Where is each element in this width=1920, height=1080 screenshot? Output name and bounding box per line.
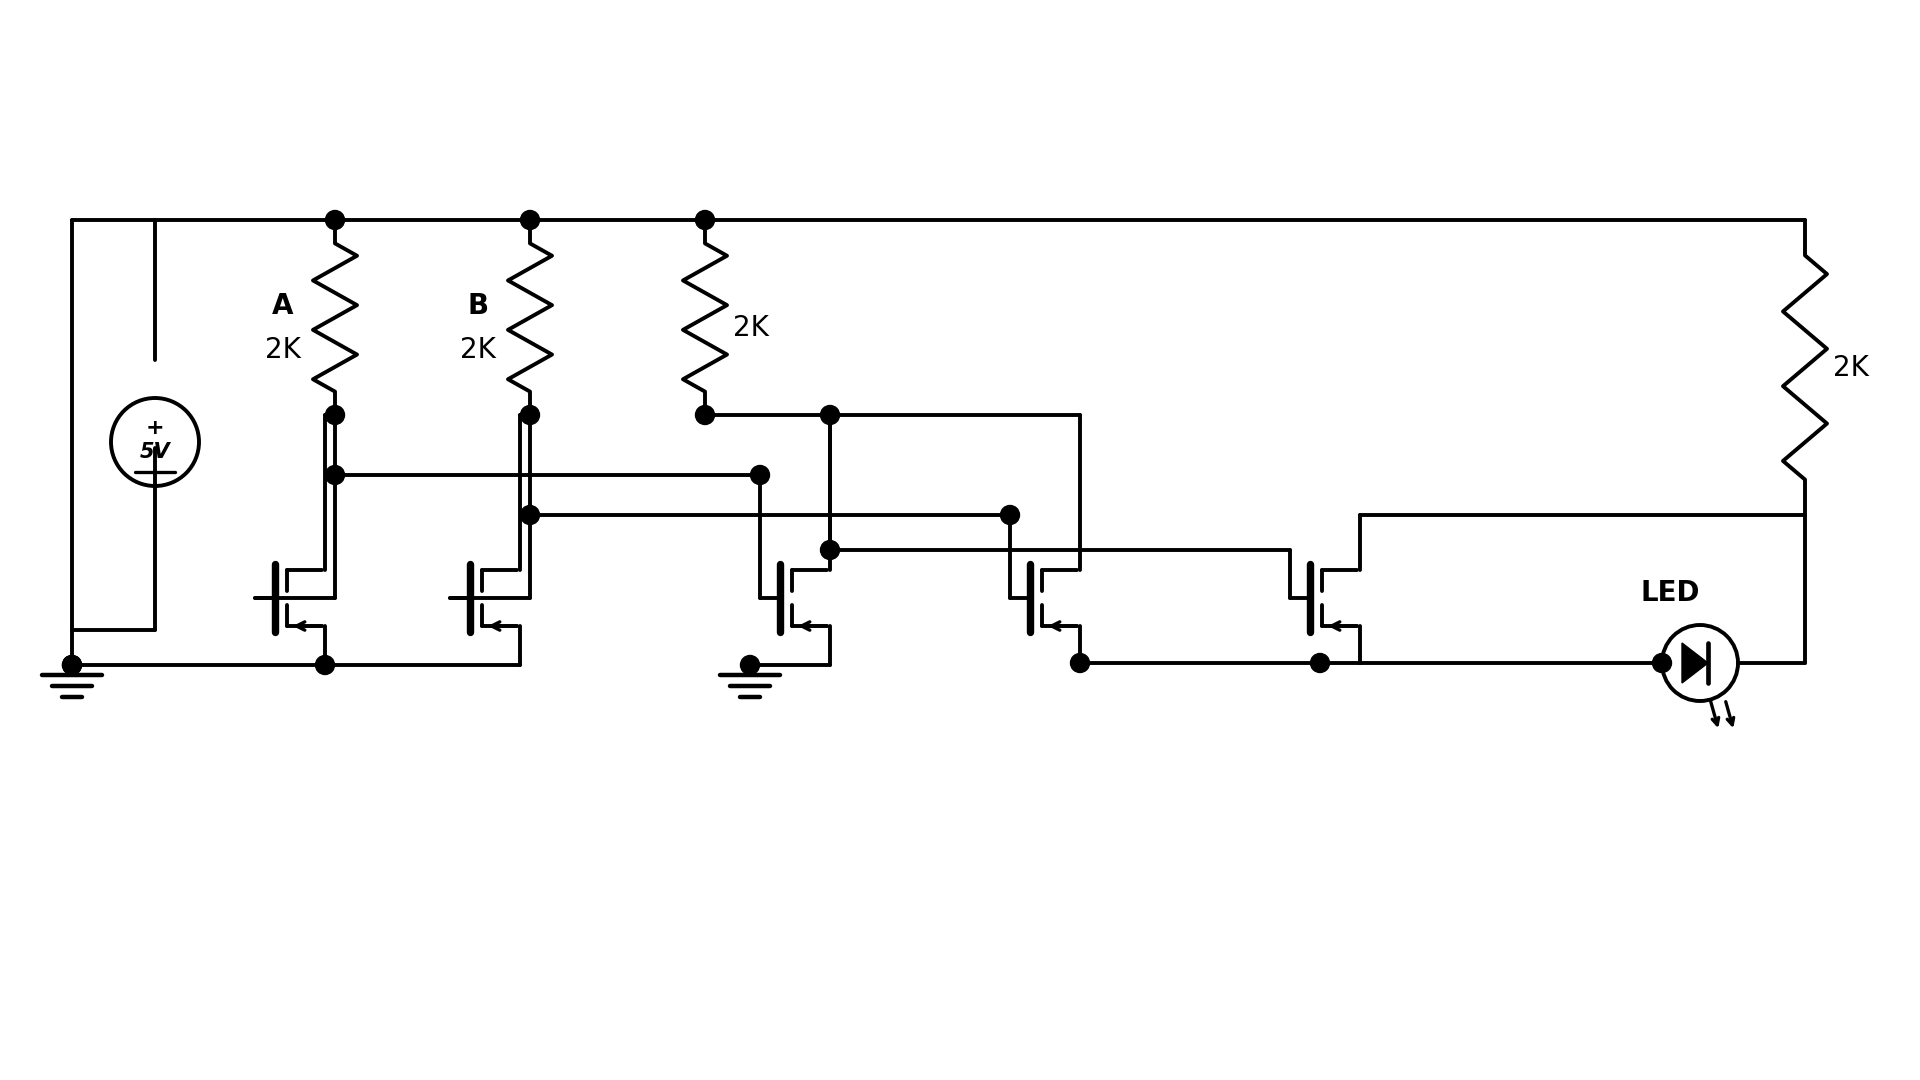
Circle shape bbox=[1311, 653, 1329, 673]
Circle shape bbox=[63, 656, 81, 675]
Text: 2K: 2K bbox=[1834, 353, 1868, 381]
Text: 2K: 2K bbox=[461, 336, 495, 364]
Text: B: B bbox=[467, 292, 488, 320]
Text: 2K: 2K bbox=[733, 313, 768, 341]
Circle shape bbox=[315, 656, 334, 675]
Circle shape bbox=[326, 211, 344, 230]
Text: LED: LED bbox=[1640, 579, 1699, 607]
Circle shape bbox=[1071, 653, 1089, 673]
Circle shape bbox=[520, 505, 540, 525]
Circle shape bbox=[520, 211, 540, 230]
Text: A: A bbox=[273, 292, 294, 320]
Circle shape bbox=[1653, 653, 1672, 673]
Text: 2K: 2K bbox=[265, 336, 301, 364]
Circle shape bbox=[820, 405, 839, 424]
Circle shape bbox=[1000, 505, 1020, 525]
Circle shape bbox=[520, 405, 540, 424]
Circle shape bbox=[820, 540, 839, 559]
Polygon shape bbox=[1682, 643, 1709, 683]
Circle shape bbox=[695, 211, 714, 230]
Circle shape bbox=[326, 465, 344, 485]
Circle shape bbox=[751, 465, 770, 485]
Circle shape bbox=[695, 405, 714, 424]
Text: 5V: 5V bbox=[140, 442, 171, 462]
Circle shape bbox=[326, 405, 344, 424]
Circle shape bbox=[741, 656, 760, 675]
Text: +: + bbox=[146, 418, 165, 438]
Circle shape bbox=[63, 656, 81, 675]
